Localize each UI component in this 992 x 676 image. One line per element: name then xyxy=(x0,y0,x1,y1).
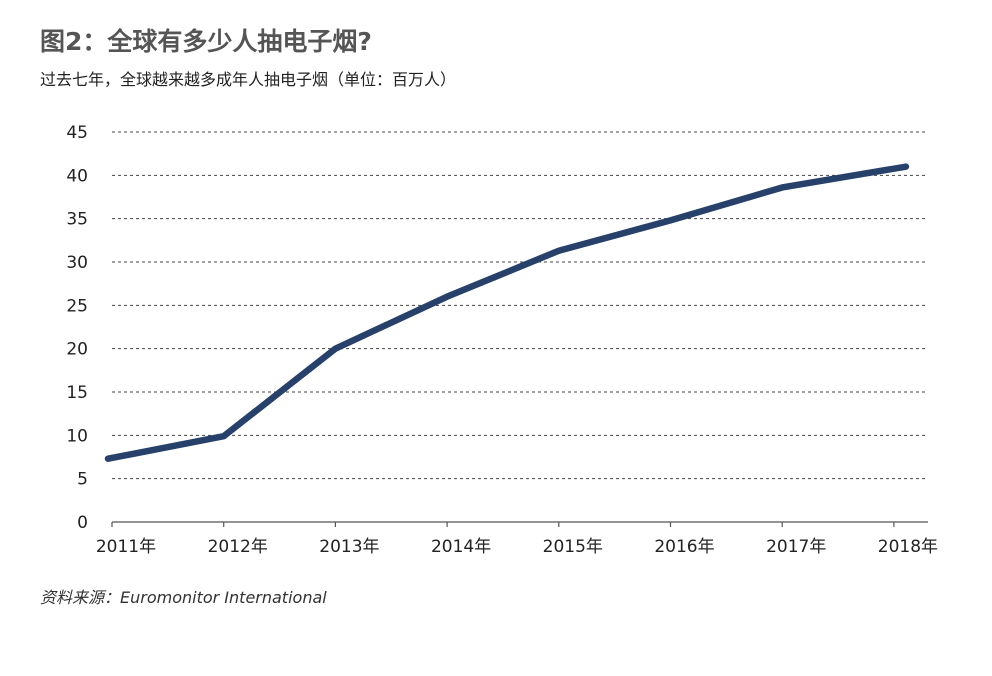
source-note: 资料来源：Euromonitor International xyxy=(40,588,327,607)
x-tick-label: 2011年 xyxy=(96,537,156,557)
grid-lines xyxy=(112,131,928,480)
data-point xyxy=(781,186,783,188)
chart-title: 图2：全球有多少人抽电子烟? xyxy=(40,27,372,56)
y-tick-label: 25 xyxy=(66,296,88,316)
data-point xyxy=(223,435,225,437)
y-tick-labels: 0 5 10 15 20 25 30 35 40 45 xyxy=(66,123,88,533)
y-tick-label: 5 xyxy=(77,470,88,490)
y-tick-label: 45 xyxy=(66,123,88,143)
x-tick-label: 2014年 xyxy=(431,537,491,557)
data-point xyxy=(905,166,907,168)
data-point xyxy=(334,348,336,350)
x-tick-label: 2012年 xyxy=(208,537,268,557)
series-line xyxy=(104,163,910,462)
data-point xyxy=(107,458,109,460)
y-tick-label: 40 xyxy=(66,166,88,186)
x-tick-label: 2013年 xyxy=(319,537,379,557)
data-point xyxy=(446,296,448,298)
x-tick-label: 2018年 xyxy=(878,537,938,557)
y-tick-label: 35 xyxy=(66,210,88,230)
y-tick-label: 10 xyxy=(66,426,88,446)
x-axis xyxy=(111,521,928,527)
y-tick-label: 30 xyxy=(66,253,88,273)
y-tick-label: 0 xyxy=(77,513,88,533)
series-layer xyxy=(104,163,910,462)
data-point xyxy=(670,219,672,221)
data-point xyxy=(558,250,560,252)
y-tick-label: 20 xyxy=(66,340,88,360)
y-tick-label: 15 xyxy=(66,383,88,403)
x-tick-labels: 2011年 2012年 2013年 2014年 2015年 2016年 2017年 2018年 xyxy=(96,537,938,557)
x-tick-label: 2017年 xyxy=(766,537,826,557)
x-tick-label: 2015年 xyxy=(543,537,603,557)
chart-subtitle: 过去七年，全球越来越多成年人抽电子烟（单位：百万人） xyxy=(40,70,457,89)
x-tick-label: 2016年 xyxy=(654,537,714,557)
